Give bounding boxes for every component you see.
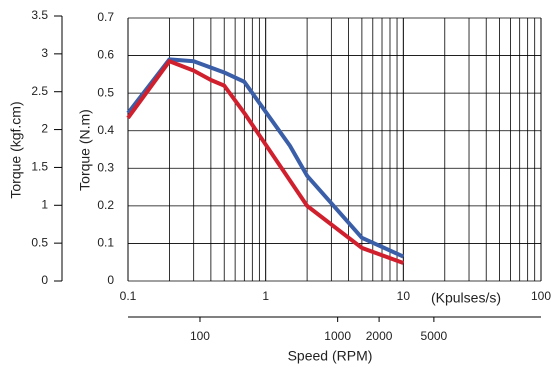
y-tick-label: 0.4 <box>97 123 114 137</box>
y2-tick-label: 2.5 <box>31 84 48 98</box>
x2-tick-label: 5000 <box>421 329 448 343</box>
x-axis-label: (Kpulses/s) <box>431 290 501 306</box>
x-tick-label: 100 <box>531 289 551 303</box>
y-tick-label: 0 <box>107 273 114 287</box>
x2-axis-label: Speed (RPM) <box>288 348 373 364</box>
x2-tick-label: 2000 <box>366 329 393 343</box>
y-tick-label: 0.2 <box>97 198 114 212</box>
y-tick-label: 0.1 <box>97 236 114 250</box>
y-tick-label: 0.6 <box>97 48 114 62</box>
y2-axis-label: Torque (kgf.cm) <box>8 101 24 198</box>
series-line <box>126 57 405 259</box>
series-line <box>126 59 405 265</box>
y2-tick-label: 1.5 <box>31 160 48 174</box>
x2-tick-label: 100 <box>190 329 210 343</box>
y2-tick-label: 2 <box>41 122 48 136</box>
y2-tick-label: 1 <box>41 197 48 211</box>
y-axis-label: Torque (N.m) <box>77 109 93 191</box>
x-tick-label: 1 <box>262 289 269 303</box>
x-tick-label: 0.1 <box>120 289 137 303</box>
x-tick-label: 10 <box>397 289 411 303</box>
x2-tick-label: 1000 <box>324 329 351 343</box>
y2-tick-label: 3 <box>41 46 48 60</box>
y-tick-label: 0.3 <box>97 160 114 174</box>
y2-tick-label: 0.5 <box>31 235 48 249</box>
y-tick-label: 0.7 <box>97 10 114 24</box>
y-tick-label: 0.5 <box>97 85 114 99</box>
y2-tick-label: 0 <box>41 273 48 287</box>
y2-tick-label: 3.5 <box>31 8 48 22</box>
